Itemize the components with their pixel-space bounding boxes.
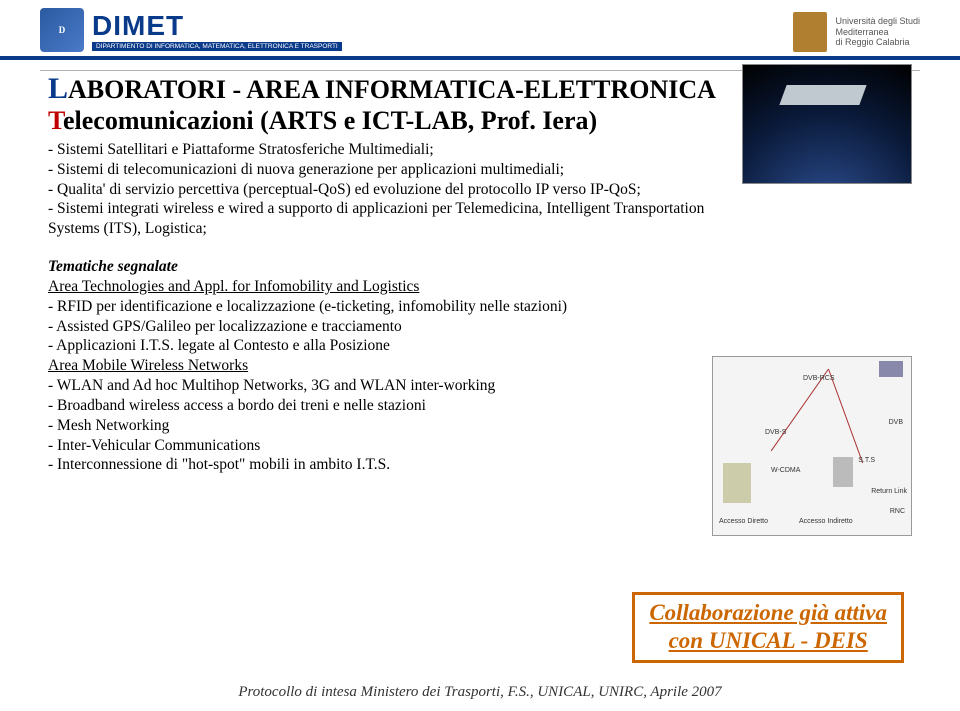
area-item: - WLAN and Ad hoc Multihop Networks, 3G …	[48, 376, 728, 396]
area-heading: Area Technologies and Appl. for Infomobi…	[48, 277, 728, 297]
area-heading: Area Mobile Wireless Networks	[48, 356, 728, 376]
diagram-label: DVB-S	[765, 429, 786, 436]
slide-content: LABORATORI - AREA INFORMATICA-ELETTRONIC…	[0, 60, 960, 475]
area-item: - Interconnessione di "hot-spot" mobili …	[48, 455, 728, 475]
tematiche-heading: Tematiche segnalate	[48, 257, 728, 277]
subtitle-initial: T	[48, 106, 63, 135]
diagram-label: DVB-RCS	[803, 375, 835, 382]
slide-header: D DIMET DIPARTIMENTO DI INFORMATICA, MAT…	[0, 0, 960, 60]
diagram-building-icon	[723, 463, 751, 503]
area-item: - Applicazioni I.T.S. legate al Contesto…	[48, 336, 728, 356]
logo-dimet: D DIMET DIPARTIMENTO DI INFORMATICA, MAT…	[40, 8, 342, 52]
bullet-item: - Qualita' di servizio percettiva (perce…	[48, 180, 728, 200]
bullet-item: - Sistemi Satellitari e Piattaforme Stra…	[48, 140, 728, 160]
bullets-block: - Sistemi Satellitari e Piattaforme Stra…	[48, 140, 728, 239]
title-initial: L	[48, 72, 68, 105]
area-item: - Inter-Vehicular Communications	[48, 436, 728, 456]
diagram-satellite-icon	[879, 361, 903, 377]
diagram-label: DVB	[889, 419, 903, 426]
uni-line: di Reggio Calabria	[835, 37, 920, 48]
diagram-label: W-CDMA	[771, 467, 800, 474]
diagram-label: Return Link	[871, 488, 907, 495]
logo-subtitle: DIPARTIMENTO DI INFORMATICA, MATEMATICA,…	[92, 42, 342, 51]
university-name: Università degli Studi Mediterranea di R…	[835, 16, 920, 48]
logo-abbr: DIMET	[92, 10, 342, 42]
area-item: - Assisted GPS/Galileo per localizzazion…	[48, 317, 728, 337]
collaboration-callout: Collaborazione già attiva con UNICAL - D…	[632, 592, 904, 664]
collab-line: Collaborazione già attiva	[649, 599, 887, 628]
dimet-badge-icon: D	[40, 8, 84, 52]
title-rest: ABORATORI - AREA INFORMATICA-ELETTRONICA	[68, 75, 716, 104]
diagram-antenna-icon	[833, 457, 853, 487]
uni-line: Mediterranea	[835, 27, 920, 38]
area-item: - Broadband wireless access a bordo dei …	[48, 396, 728, 416]
bullet-item: - Sistemi di telecomunicazioni di nuova …	[48, 160, 728, 180]
area-item: - RFID per identificazione e localizzazi…	[48, 297, 728, 317]
slide-footer: Protocollo di intesa Ministero dei Trasp…	[0, 684, 960, 701]
diagram-label: S.T.S	[858, 457, 875, 464]
diagram-label: Accesso Diretto	[719, 518, 768, 525]
diagram-label: Accesso Indiretto	[799, 518, 853, 525]
area-item: - Mesh Networking	[48, 416, 728, 436]
university-crest-icon	[793, 12, 827, 52]
tematiche-block: Tematiche segnalate Area Technologies an…	[48, 257, 728, 475]
satellite-illustration	[742, 64, 912, 184]
network-diagram: DVB-RCS DVB-S DVB W-CDMA S.T.S RNC Retur…	[712, 356, 912, 536]
diagram-label: RNC	[890, 508, 905, 515]
logo-university: Università degli Studi Mediterranea di R…	[793, 12, 920, 52]
uni-line: Università degli Studi	[835, 16, 920, 27]
collab-line: con UNICAL - DEIS	[649, 627, 887, 656]
subtitle-rest: elecomunicazioni (ARTS e ICT-LAB, Prof. …	[63, 106, 597, 135]
bullet-item: - Sistemi integrati wireless e wired a s…	[48, 199, 728, 239]
